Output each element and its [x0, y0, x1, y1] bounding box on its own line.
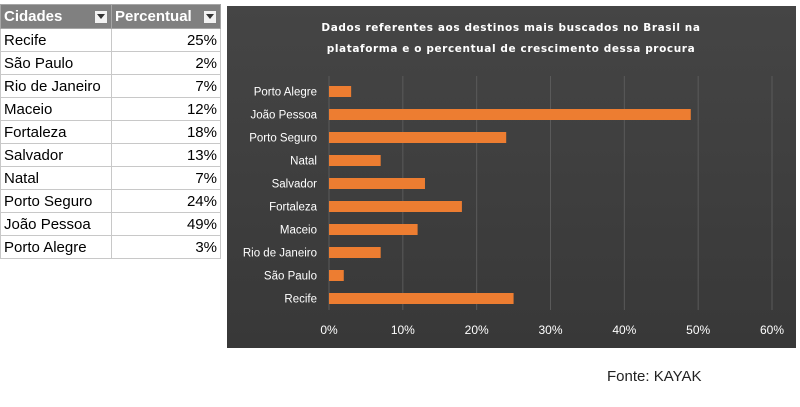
cell-city[interactable]: Recife — [0, 28, 112, 52]
data-table: Cidades Percentual Recife 25% São Paulo 2%… — [0, 4, 221, 259]
bar — [329, 155, 381, 166]
cell-percent[interactable]: 18% — [111, 120, 221, 144]
bar — [329, 224, 418, 235]
category-label: Porto Alegre — [254, 87, 317, 99]
cell-percent[interactable]: 25% — [111, 28, 221, 52]
cell-city[interactable]: Rio de Janeiro — [0, 74, 112, 98]
cell-city[interactable]: São Paulo — [0, 51, 112, 75]
x-tick-label: 10% — [391, 323, 415, 337]
category-label: João Pessoa — [251, 110, 318, 122]
cell-city[interactable]: Porto Alegre — [0, 235, 112, 259]
source-note: Fonte: KAYAK — [607, 368, 702, 385]
cell-city[interactable]: Maceio — [0, 97, 112, 121]
bar — [329, 178, 425, 189]
filter-dropdown-icon[interactable] — [203, 9, 217, 24]
chart-canvas: Dados referentes aos destinos mais busca… — [243, 22, 784, 337]
table-row: Salvador 13% — [0, 143, 221, 167]
cell-city[interactable]: Porto Seguro — [0, 189, 112, 213]
column-header-cidades[interactable]: Cidades — [0, 4, 112, 29]
category-label: Porto Seguro — [249, 133, 317, 145]
table-row: Recife 25% — [0, 28, 221, 52]
category-label: Fortaleza — [269, 202, 318, 214]
chart-title-line: Dados referentes aos destinos mais busca… — [321, 22, 700, 34]
bar — [329, 270, 344, 281]
category-label: Maceio — [280, 225, 317, 237]
cell-percent[interactable]: 2% — [111, 51, 221, 75]
bar — [329, 109, 691, 120]
cell-city[interactable]: Salvador — [0, 143, 112, 167]
cell-city[interactable]: João Pessoa — [0, 212, 112, 236]
filter-dropdown-icon[interactable] — [94, 9, 108, 24]
bar-chart[interactable]: Dados referentes aos destinos mais busca… — [227, 6, 796, 348]
table-header-row: Cidades Percentual — [0, 4, 221, 29]
x-tick-label: 0% — [320, 323, 338, 337]
bar — [329, 293, 514, 304]
table-row: Maceio 12% — [0, 97, 221, 121]
x-tick-label: 30% — [538, 323, 562, 337]
category-label: São Paulo — [264, 271, 317, 283]
x-tick-label: 60% — [760, 323, 784, 337]
bar — [329, 132, 507, 143]
bar — [329, 247, 381, 258]
x-tick-label: 50% — [686, 323, 710, 337]
table-row: Porto Seguro 24% — [0, 189, 221, 213]
column-header-label: Percentual — [115, 8, 192, 25]
cell-percent[interactable]: 3% — [111, 235, 221, 259]
bar — [329, 86, 352, 97]
table-row: João Pessoa 49% — [0, 212, 221, 236]
table-row: Porto Alegre 3% — [0, 235, 221, 259]
table-row: Natal 7% — [0, 166, 221, 190]
x-tick-label: 40% — [612, 323, 636, 337]
table-row: São Paulo 2% — [0, 51, 221, 75]
cell-percent[interactable]: 7% — [111, 74, 221, 98]
cell-percent[interactable]: 12% — [111, 97, 221, 121]
column-header-percentual[interactable]: Percentual — [111, 4, 221, 29]
category-label: Natal — [290, 156, 317, 168]
cell-city[interactable]: Fortaleza — [0, 120, 112, 144]
cell-percent[interactable]: 24% — [111, 189, 221, 213]
bar — [329, 201, 462, 212]
x-tick-label: 20% — [465, 323, 489, 337]
column-header-label: Cidades — [4, 8, 63, 25]
cell-percent[interactable]: 13% — [111, 143, 221, 167]
category-label: Salvador — [272, 179, 318, 191]
cell-percent[interactable]: 7% — [111, 166, 221, 190]
cell-city[interactable]: Natal — [0, 166, 112, 190]
chart-title-line: plataforma e o percentual de crescimento… — [327, 43, 696, 55]
table-row: Fortaleza 18% — [0, 120, 221, 144]
category-label: Recife — [284, 294, 317, 306]
table-row: Rio de Janeiro 7% — [0, 74, 221, 98]
cell-percent[interactable]: 49% — [111, 212, 221, 236]
category-label: Rio de Janeiro — [243, 248, 317, 260]
